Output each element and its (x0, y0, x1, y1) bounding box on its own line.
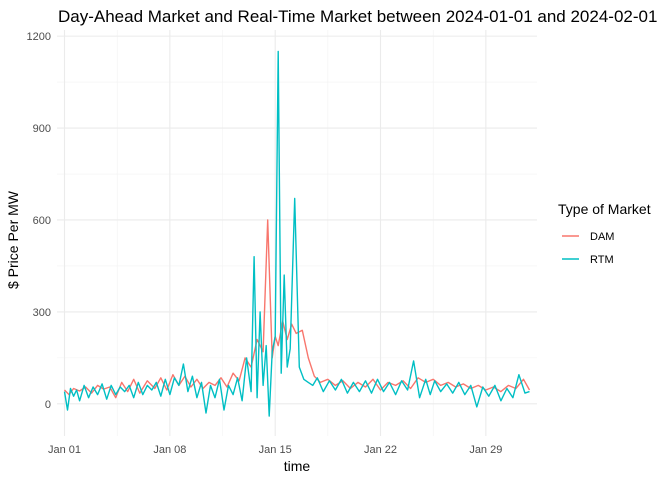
x-tick-label: Jan 22 (364, 444, 397, 456)
y-tick-label: 0 (45, 399, 51, 411)
x-tick-label: Jan 15 (259, 444, 292, 456)
chart-title: Day-Ahead Market and Real-Time Market be… (58, 7, 657, 26)
x-axis-title: time (284, 458, 311, 474)
y-axis-ticks: 0 300 600 900 1200 (27, 31, 51, 411)
y-tick-label: 600 (33, 215, 51, 227)
series-line-dam (63, 219, 531, 399)
x-tick-label: Jan 08 (153, 444, 186, 456)
y-axis-title: $ Price Per MW (5, 190, 21, 289)
series-line-rtm (63, 50, 530, 417)
legend-label-dam: DAM (590, 231, 614, 243)
y-tick-label: 900 (33, 123, 51, 135)
series-lines (63, 50, 531, 417)
x-tick-label: Jan 01 (48, 444, 81, 456)
y-tick-label: 1200 (27, 31, 51, 43)
x-axis-ticks: Jan 01 Jan 08 Jan 15 Jan 22 Jan 29 (48, 444, 502, 456)
plot-grid (57, 30, 537, 436)
x-tick-label: Jan 29 (469, 444, 502, 456)
legend-title: Type of Market (558, 201, 651, 217)
legend: Type of Market DAM RTM (558, 201, 651, 266)
y-tick-label: 300 (33, 307, 51, 319)
legend-label-rtm: RTM (590, 254, 614, 266)
